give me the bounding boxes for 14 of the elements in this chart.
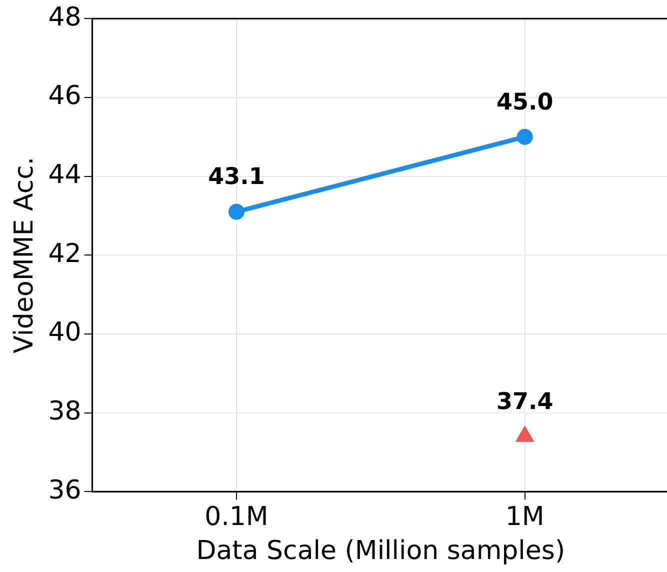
y-axis-title: VideoMME Acc. bbox=[9, 156, 40, 354]
x-tick-label: 1M bbox=[505, 502, 544, 532]
x-tick-label: 0.1M bbox=[204, 502, 268, 532]
y-tick-label: 36 bbox=[48, 475, 82, 506]
data-label: 45.0 bbox=[496, 89, 554, 116]
y-tick-label: 38 bbox=[48, 396, 82, 427]
data-label: 43.1 bbox=[208, 164, 265, 190]
y-tick-label: 48 bbox=[48, 2, 82, 32]
y-tick-label: 44 bbox=[48, 160, 82, 190]
x-axis-title: Data Scale (Million samples) bbox=[196, 536, 566, 566]
y-tick-label: 40 bbox=[48, 318, 82, 348]
y-tick-label: 42 bbox=[48, 238, 82, 269]
y-tick-label: 46 bbox=[48, 81, 82, 112]
data-label: 37.4 bbox=[496, 388, 554, 415]
